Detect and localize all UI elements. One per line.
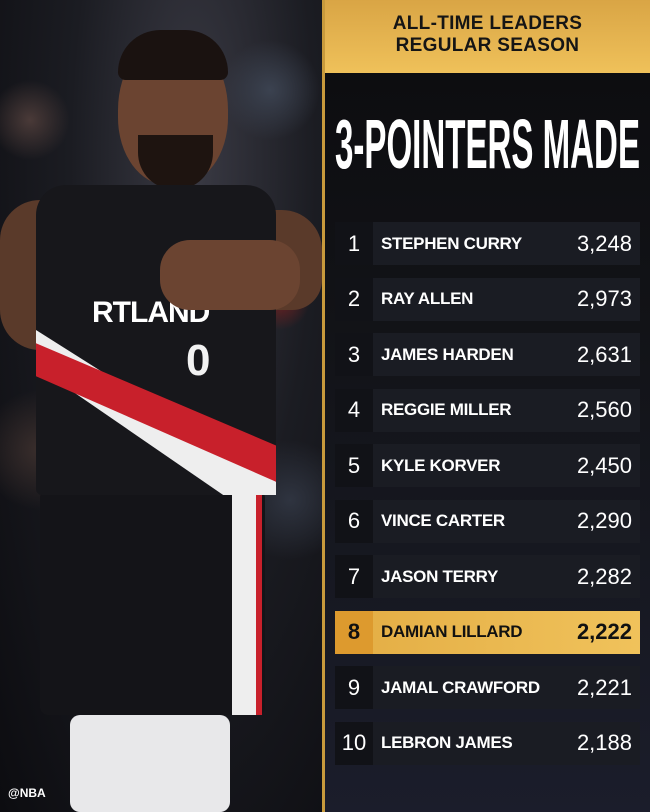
stat-value: 2,188: [576, 730, 632, 755]
player-name: JAMES HARDEN: [381, 344, 514, 364]
hands: [160, 240, 300, 310]
stat-value: 2,973: [576, 286, 632, 311]
jersey-number: 0: [186, 336, 211, 385]
player-name: VINCE CARTER: [381, 511, 505, 530]
rank: 3: [335, 333, 373, 376]
player-name: LEBRON JAMES: [381, 733, 513, 752]
stat-title-graphic: 3-POINTERS MADE: [335, 105, 640, 178]
stat-value: 2,450: [576, 452, 632, 478]
leader-row: 3 JAMES HARDEN 2,631: [335, 333, 640, 376]
rank: 5: [335, 444, 373, 487]
player-name: JASON TERRY: [381, 566, 498, 586]
player-name: KYLE KORVER: [381, 455, 501, 475]
stat-title: 3-POINTERS MADE: [333, 102, 642, 178]
leaders-panel: ALL-TIME LEADERS REGULAR SEASON 3-POINTE…: [325, 0, 650, 812]
player-name: RAY ALLEN: [381, 289, 474, 308]
stat-value: 3,248: [576, 230, 632, 256]
player-name: STEPHEN CURRY: [381, 233, 522, 253]
rank: 1: [335, 222, 373, 265]
leader-row: 4 REGGIE MILLER 2,560: [335, 388, 640, 432]
stat-value: 2,631: [576, 341, 632, 367]
nba-watermark: @NBA: [8, 786, 46, 800]
leader-row: 8 DAMIAN LILLARD 2,222: [335, 610, 640, 654]
leader-row: 1 STEPHEN CURRY 3,248: [335, 222, 640, 265]
rank: 9: [335, 666, 373, 709]
stat-value: 2,560: [576, 397, 632, 422]
rank: 7: [335, 555, 373, 598]
player-name: REGGIE MILLER: [381, 400, 512, 419]
stat-title-text: 3-POINTERS MADE: [335, 105, 640, 178]
gold-divider: [322, 0, 325, 812]
leader-row: 5 KYLE KORVER 2,450: [335, 444, 640, 487]
legs: [70, 715, 230, 812]
stat-value: 2,282: [576, 563, 632, 589]
player-hair: [118, 30, 228, 80]
leader-row: 7 JASON TERRY 2,282: [335, 555, 640, 598]
leader-row: 6 VINCE CARTER 2,290: [335, 499, 640, 543]
rank: 2: [335, 277, 373, 321]
stat-value: 2,290: [576, 508, 632, 533]
player-name: DAMIAN LILLARD: [381, 622, 523, 641]
leader-row: 10 LEBRON JAMES 2,188: [335, 721, 640, 765]
header-banner: ALL-TIME LEADERS REGULAR SEASON: [325, 0, 650, 73]
leader-row: 2 RAY ALLEN 2,973: [335, 277, 640, 321]
shorts: [40, 490, 265, 715]
shorts-stripe: [232, 490, 262, 715]
stat-value: 2,221: [576, 674, 632, 700]
leader-row: 9 JAMAL CRAWFORD 2,221: [335, 666, 640, 709]
rank: 10: [335, 721, 373, 765]
rank: 8: [335, 610, 373, 654]
header-line2: REGULAR SEASON: [395, 35, 580, 56]
player-name: JAMAL CRAWFORD: [381, 677, 540, 697]
header-line1: ALL-TIME LEADERS: [392, 13, 583, 34]
stat-value: 2,222: [576, 619, 632, 644]
player-photo: RTLAND 0 @NBA: [0, 0, 322, 812]
rank: 4: [335, 388, 373, 432]
rank: 6: [335, 499, 373, 543]
